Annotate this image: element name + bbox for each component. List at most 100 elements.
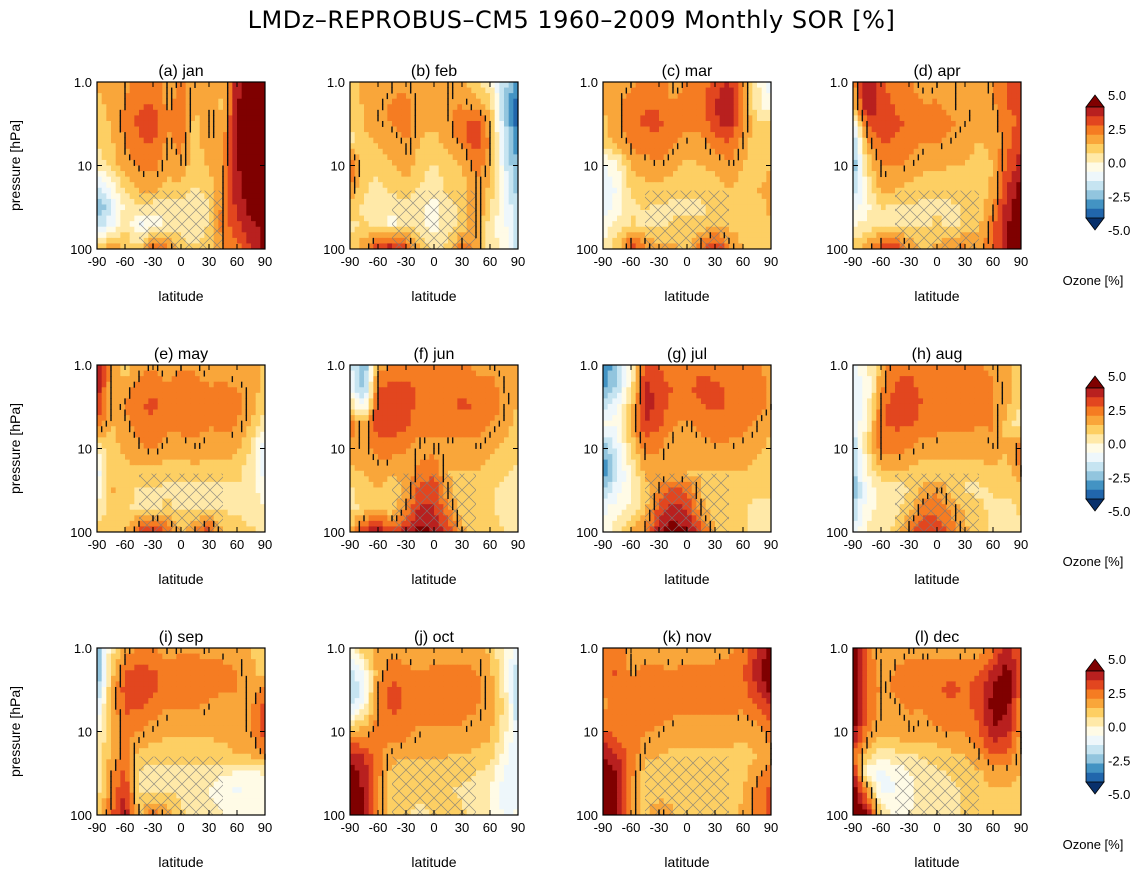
heatmap-cell	[885, 126, 891, 133]
heatmap-cell	[895, 98, 901, 105]
heatmap-cell	[654, 132, 660, 139]
heatmap-cell	[106, 182, 112, 189]
heatmap-cell	[965, 143, 971, 150]
heatmap-cell	[237, 87, 243, 94]
heatmap-cell	[504, 137, 510, 144]
heatmap-cell	[387, 193, 393, 200]
heatmap-cell	[452, 87, 458, 94]
heatmap-cell	[434, 154, 440, 161]
heatmap-cell	[738, 193, 744, 200]
heatmap-cell	[232, 171, 238, 178]
heatmap-cell	[617, 171, 623, 178]
heatmap-cell	[373, 104, 379, 111]
heatmap-cell	[494, 198, 500, 205]
heatmap-cell	[654, 126, 660, 133]
heatmap-cell	[171, 387, 177, 394]
heatmap-cell	[724, 176, 730, 183]
heatmap-cell	[148, 132, 154, 139]
heatmap-cell	[761, 159, 767, 166]
heatmap-cell	[876, 98, 882, 105]
heatmap-cell	[649, 176, 655, 183]
heatmap-cell	[687, 132, 693, 139]
heatmap-cell	[508, 115, 514, 122]
heatmap-cell	[466, 87, 472, 94]
heatmap-cell	[255, 204, 261, 211]
heatmap-cell	[97, 98, 103, 105]
contour-segment	[175, 148, 178, 155]
heatmap-cell	[480, 171, 486, 178]
heatmap-cell	[927, 98, 933, 105]
heatmap-cell	[997, 120, 1003, 127]
heatmap-cell	[621, 221, 627, 228]
heatmap-cell	[895, 93, 901, 100]
heatmap-cell	[392, 148, 398, 155]
heatmap-cell	[167, 115, 173, 122]
heatmap-cell	[251, 182, 257, 189]
heatmap-cell	[871, 204, 877, 211]
heatmap-cell	[635, 182, 641, 189]
heatmap-cell	[993, 93, 999, 100]
heatmap-cell	[513, 204, 519, 211]
heatmap-cell	[176, 392, 182, 399]
heatmap-cell	[988, 182, 994, 189]
heatmap-cell	[757, 87, 763, 94]
heatmap-cell	[209, 104, 215, 111]
heatmap-cell	[673, 159, 679, 166]
contour-segment	[489, 154, 491, 161]
contour-segment	[959, 243, 962, 250]
heatmap-cell	[663, 148, 669, 155]
heatmap-cell	[185, 104, 191, 111]
heatmap-cell	[176, 120, 182, 127]
heatmap-cell	[106, 370, 112, 377]
heatmap-cell	[373, 154, 379, 161]
heatmap-cell	[918, 104, 924, 111]
heatmap-cell	[462, 98, 468, 105]
heatmap-cell	[607, 187, 613, 194]
heatmap-cell	[354, 126, 360, 133]
contour-segment	[875, 148, 878, 155]
heatmap-cell	[738, 143, 744, 150]
heatmap-cell	[649, 82, 655, 88]
heatmap-cell	[993, 176, 999, 183]
heatmap-cell	[612, 204, 618, 211]
heatmap-cell	[246, 104, 252, 111]
heatmap-cell	[387, 82, 393, 88]
heatmap-cell	[111, 232, 117, 239]
heatmap-cell	[617, 165, 623, 172]
heatmap-cell	[111, 109, 117, 116]
heatmap-cell	[932, 143, 938, 150]
heatmap-cell	[635, 232, 641, 239]
heatmap-cell	[696, 176, 702, 183]
heatmap-cell	[396, 82, 402, 88]
heatmap-cell	[260, 148, 266, 155]
contour-segment	[358, 171, 361, 178]
heatmap-cell	[241, 221, 247, 228]
heatmap-cell	[631, 171, 637, 178]
heatmap-cell	[626, 154, 632, 161]
heatmap-cell	[885, 165, 891, 172]
heatmap-cell	[97, 232, 103, 239]
heatmap-cell	[761, 115, 767, 122]
heatmap-cell	[129, 132, 135, 139]
heatmap-cell	[853, 159, 859, 166]
heatmap-cell	[148, 159, 154, 166]
heatmap-cell	[766, 159, 772, 166]
heatmap-cell	[974, 137, 980, 144]
heatmap-cell	[157, 387, 163, 394]
heatmap-cell	[687, 182, 693, 189]
heatmap-cell	[918, 120, 924, 127]
heatmap-cell	[719, 171, 725, 178]
heatmap-cell	[946, 182, 952, 189]
heatmap-cell	[387, 154, 393, 161]
heatmap-cell	[654, 120, 660, 127]
contour-segment	[987, 232, 990, 239]
y-tick-label: 100	[70, 242, 92, 257]
heatmap-cell	[895, 132, 901, 139]
heatmap-cell	[603, 137, 609, 144]
heatmap-cell	[876, 243, 882, 250]
heatmap-cell	[204, 132, 210, 139]
heatmap-cell	[621, 120, 627, 127]
heatmap-cell	[157, 182, 163, 189]
heatmap-cell	[724, 165, 730, 172]
heatmap-cell	[677, 98, 683, 105]
